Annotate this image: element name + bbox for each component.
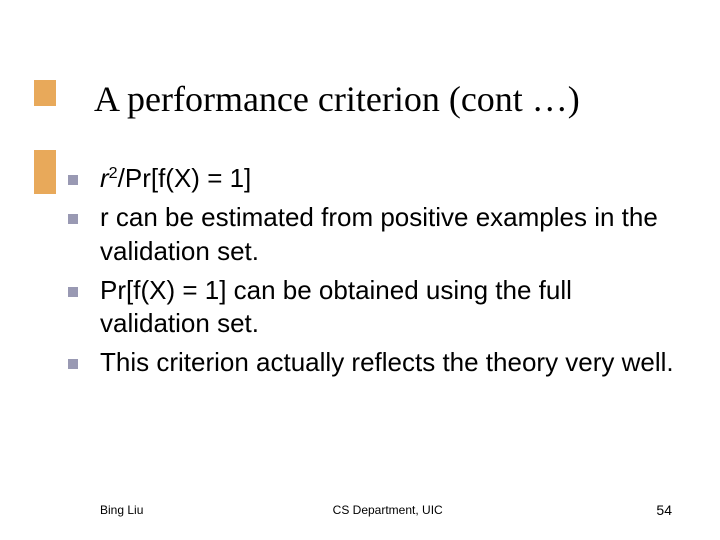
bullet-marker-icon — [68, 214, 78, 224]
footer-page-number: 54 — [632, 502, 672, 518]
bullet-italic-prefix: r — [100, 163, 109, 193]
bullet-text: This criterion actually reflects the the… — [100, 346, 688, 379]
slide: A performance criterion (cont …) r2/Pr[f… — [0, 0, 720, 540]
bullet-item: Pr[f(X) = 1] can be obtained using the f… — [68, 274, 688, 341]
footer: Bing Liu CS Department, UIC 54 — [0, 502, 720, 518]
title-area: A performance criterion (cont …) — [94, 78, 694, 120]
bullet-marker-icon — [68, 359, 78, 369]
footer-affiliation: CS Department, UIC — [143, 503, 632, 517]
bullet-marker-icon — [68, 175, 78, 185]
bullet-text: r can be estimated from positive example… — [100, 201, 688, 268]
bullet-item: r can be estimated from positive example… — [68, 201, 688, 268]
accent-bar-bottom — [34, 150, 56, 194]
slide-title: A performance criterion (cont …) — [94, 78, 694, 120]
bullet-marker-icon — [68, 287, 78, 297]
bullet-text: Pr[f(X) = 1] can be obtained using the f… — [100, 274, 688, 341]
bullet-item: r2/Pr[f(X) = 1] — [68, 162, 688, 195]
bullet-item: This criterion actually reflects the the… — [68, 346, 688, 379]
accent-bar-top — [34, 80, 56, 106]
footer-author: Bing Liu — [100, 503, 143, 517]
bullet-superscript: 2 — [109, 164, 118, 182]
bullet-rest: /Pr[f(X) = 1] — [118, 163, 252, 193]
body-area: r2/Pr[f(X) = 1] r can be estimated from … — [68, 162, 688, 386]
bullet-text: r2/Pr[f(X) = 1] — [100, 162, 688, 195]
